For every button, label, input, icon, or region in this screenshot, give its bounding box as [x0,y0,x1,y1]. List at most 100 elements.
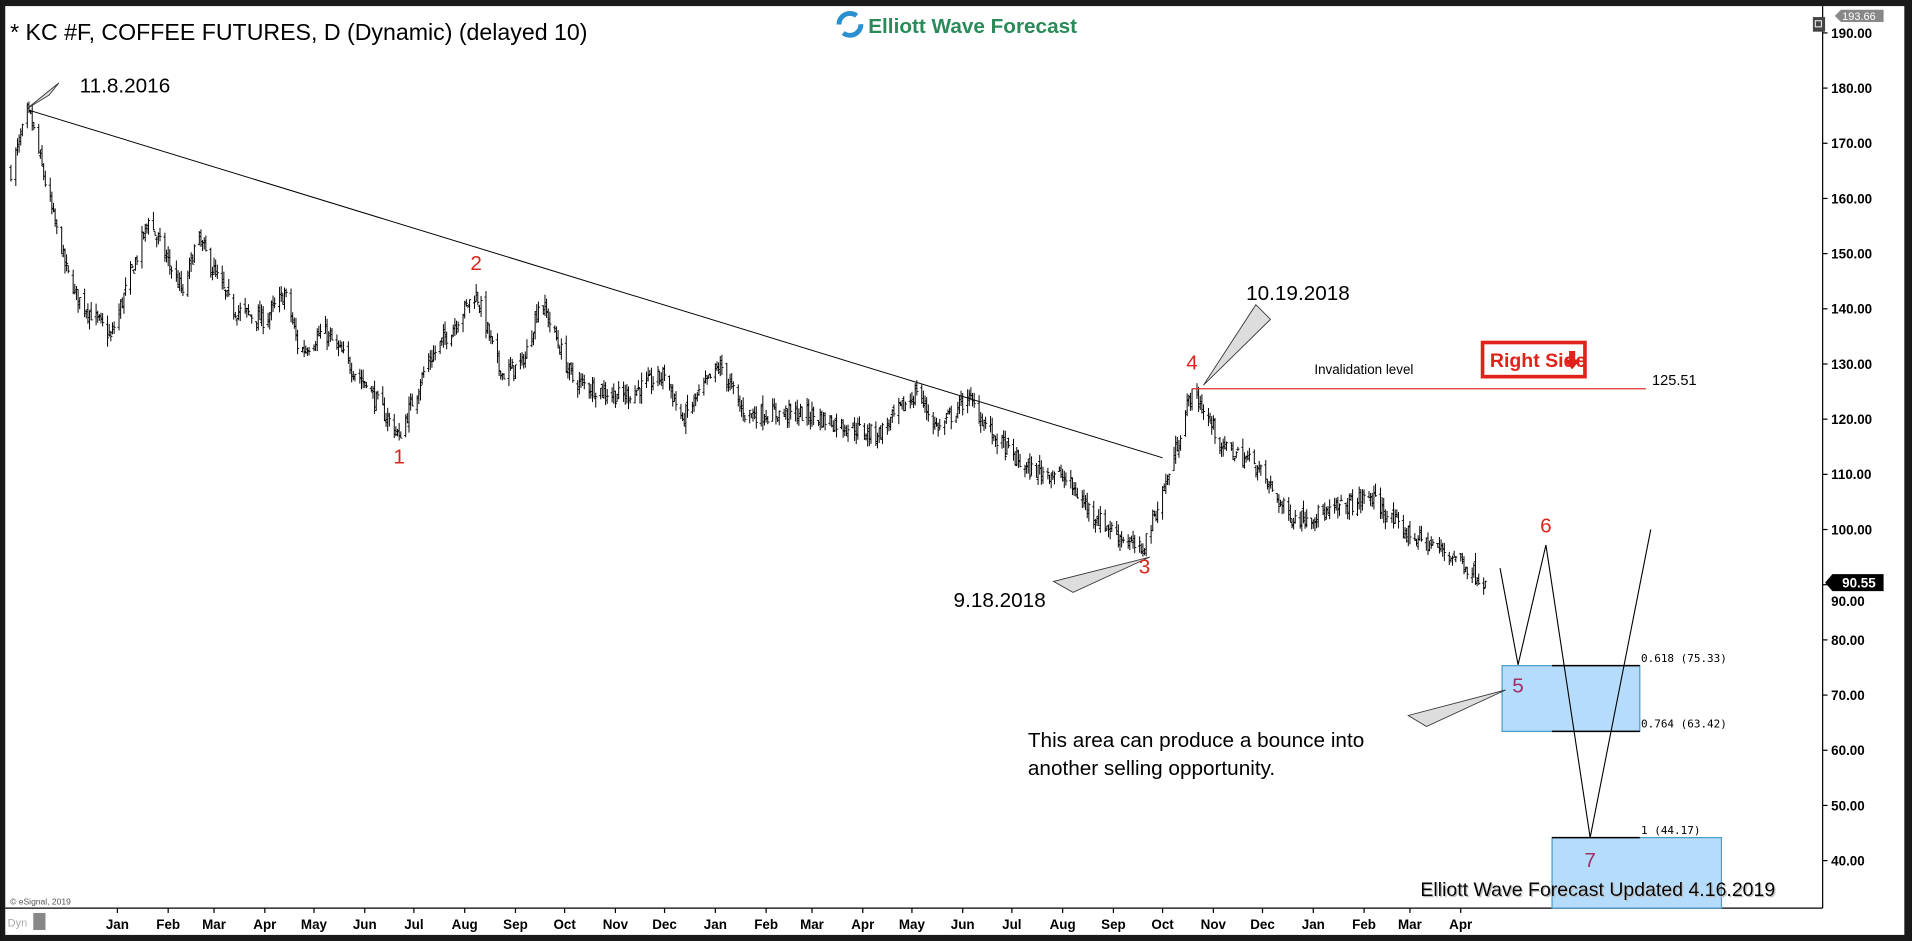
price-bar [1075,487,1079,499]
x-tick-label: Mar [800,917,825,932]
restore-icon[interactable] [1812,17,1826,32]
price-bar [613,390,617,408]
y-tick-label: 130.00 [1831,357,1872,372]
price-bar [944,412,948,425]
price-bar [548,311,552,333]
updated-stamp: Elliott Wave Forecast Updated 4.16.2019 [1420,879,1775,901]
price-bar [135,255,139,266]
price-bar [1231,441,1235,461]
price-bar [812,406,816,426]
y-tick-label: 180.00 [1831,81,1872,96]
price-bar [636,380,640,391]
price-bar [720,354,724,376]
price-bar [1293,509,1297,524]
price-bar [330,328,334,341]
price-bar [582,374,586,390]
y-tick-label: 160.00 [1831,191,1872,206]
price-bar [1252,449,1256,465]
price-bar [1041,466,1045,484]
x-tick-label: Feb [1352,917,1376,932]
y-tick-label: 120.00 [1831,412,1872,427]
lock-icon[interactable] [33,912,46,931]
price-bar [227,279,231,297]
price-bar [1464,566,1468,573]
price-bar [1156,501,1160,524]
logo-text: Elliott Wave Forecast [868,15,1077,38]
price-bar [151,211,156,231]
x-tick-label: Jun [951,917,975,932]
x-tick-label: Feb [156,917,180,932]
y-axis[interactable]: 190.00 180.00 170.00 160.00 150.00 140.00 130.… [1822,26,1873,869]
price-bar [1029,456,1034,476]
price-bar [556,330,560,349]
price-bar [130,264,134,269]
price-bar [1213,417,1217,444]
price-bar [132,269,136,274]
x-tick-label: Aug [1050,917,1076,932]
target-box-wave7 [1551,836,1723,909]
price-bar [949,405,953,430]
x-tick-label: Dec [652,917,677,932]
price-bar [433,345,437,361]
callout-high-date: 11.8.2016 [80,75,171,98]
last-price-tag: 90.55 [1825,574,1884,592]
price-bar [279,286,283,302]
price-bar [1046,467,1050,480]
price-bar [525,339,529,359]
y-tick-label: 100.00 [1831,522,1872,537]
price-bar [789,403,793,420]
price-bar [1277,494,1281,513]
price-bar [273,297,277,309]
price-bar [479,295,483,317]
callout-pointer-wave5 [1407,689,1506,727]
callout-pointer-wave3 [1052,556,1150,593]
chart-title: * KC #F, COFFEE FUTURES, D (Dynamic) (de… [10,19,587,45]
x-tick-label: Apr [851,917,875,932]
price-bar [472,295,477,309]
note-line-1: This area can produce a bounce into [1028,729,1364,752]
price-bar [1138,536,1142,553]
y-tick-label: 90.00 [1831,594,1865,609]
x-tick-label: Jun [353,917,377,932]
price-bar [387,412,391,427]
callout-pointer-high [26,82,60,109]
y-tick-label: 150.00 [1831,247,1872,262]
price-bar [1305,509,1309,528]
x-tick-label: May [899,917,926,932]
price-bar [364,381,368,389]
price-bar [705,375,709,385]
wave-label-6: 6 [1540,514,1552,537]
x-tick-label: Sep [503,917,528,932]
price-bar [233,311,237,319]
price-bar [1396,511,1401,529]
price-bar [834,413,839,438]
price-bar [1339,494,1343,502]
price-bar [936,422,940,437]
price-bar [741,397,745,422]
price-bar [1442,542,1446,561]
top-price-tag: 193.66 [1834,9,1884,23]
price-bar [1259,464,1263,476]
price-bar [1128,537,1132,551]
price-bar [105,315,110,347]
price-bar [1098,506,1102,533]
x-axis[interactable]: Jan Feb Mar Apr May Jun Jul Aug Sep Oct Nov Dec Jan F… [106,908,1473,932]
price-bar [418,379,423,401]
price-bar [1179,435,1183,451]
y-tick-label: 140.00 [1831,302,1872,317]
price-bar [1201,404,1206,420]
logo-icon [836,10,864,38]
price-bar [1337,503,1342,516]
price-bar [640,372,644,404]
price-bar [1288,504,1292,523]
price-bar [296,329,300,355]
price-bar [250,314,254,324]
x-tick-label: Mar [202,917,227,932]
price-bar [204,235,208,252]
price-bar [109,330,113,342]
price-bar [1052,471,1057,485]
price-bar [101,313,105,327]
price-bar [222,271,226,290]
